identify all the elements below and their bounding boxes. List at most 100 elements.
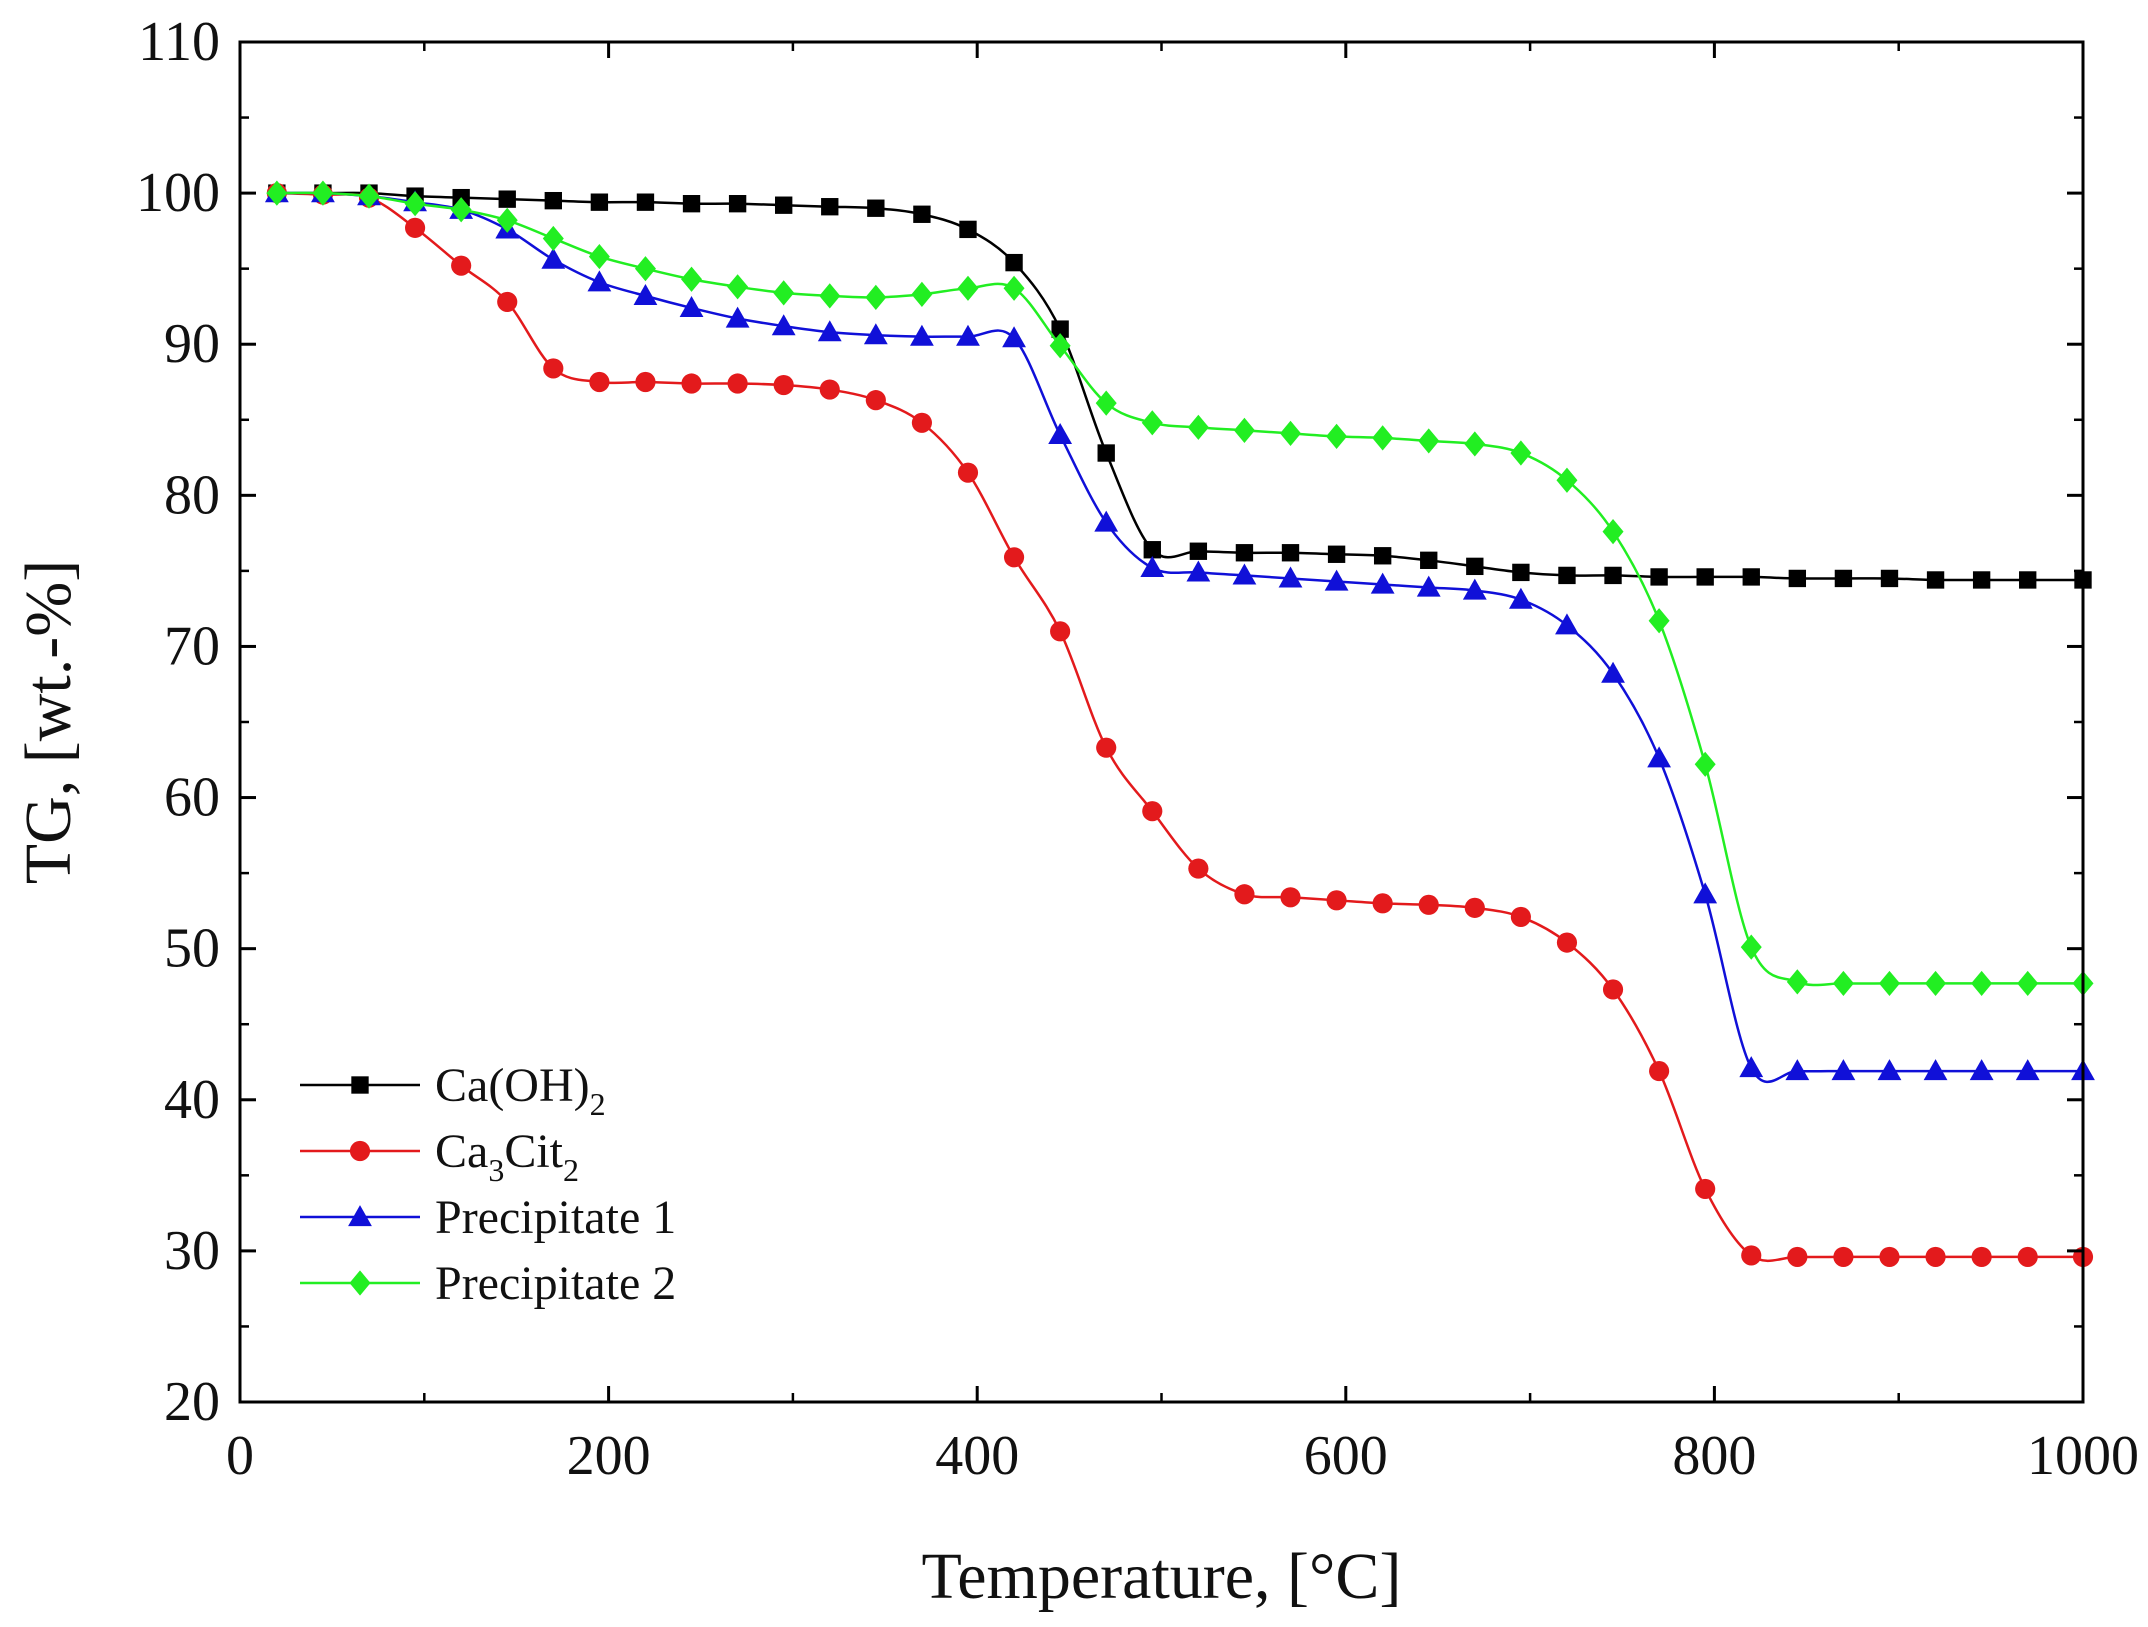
x-tick-label: 800 (1672, 1425, 1756, 1487)
data-point-precipitate-2 (1740, 934, 1762, 960)
data-point-precipitate-2 (819, 283, 841, 309)
data-point-precipitate-1 (1877, 1059, 1902, 1081)
data-point-ca-oh-2 (1788, 569, 1807, 588)
series-line-precipitate-1 (276, 191, 2083, 1084)
data-point-ca-oh-2 (821, 198, 839, 216)
data-point-precipitate-1 (633, 283, 658, 305)
data-point-ca3cit2 (1602, 979, 1624, 1000)
data-point-precipitate-2 (1280, 420, 1302, 446)
data-point-precipitate-2 (542, 225, 564, 252)
data-point-precipitate-2 (1049, 333, 1071, 359)
x-axis-title: Temperature, [°C] (922, 1540, 1402, 1613)
data-point-ca-oh-2 (728, 195, 747, 213)
data-point-ca3cit2 (727, 373, 748, 394)
data-point-precipitate-1 (771, 314, 796, 336)
data-point-precipitate-2 (2017, 970, 2039, 997)
data-point-precipitate-1 (1140, 555, 1165, 577)
data-point-precipitate-1 (1785, 1059, 1810, 1081)
data-point-ca-oh-2 (1420, 551, 1438, 569)
data-point-precipitate-2 (1141, 410, 1163, 436)
data-point-precipitate-1 (1462, 578, 1487, 600)
series-ca-oh-2 (268, 184, 2092, 589)
data-point-ca3cit2 (1050, 621, 1071, 642)
data-point-ca3cit2 (1188, 858, 1209, 879)
legend-marker (349, 1140, 371, 1162)
data-point-precipitate-2 (266, 180, 288, 206)
x-tick-label: 0 (226, 1425, 254, 1487)
data-point-precipitate-1 (1831, 1059, 1856, 1081)
data-point-ca3cit2 (1510, 906, 1531, 928)
legend-item-precipitate-2: Precipitate 2 (300, 1257, 676, 1310)
data-point-precipitate-1 (1739, 1056, 1764, 1078)
data-point-ca3cit2 (681, 373, 702, 394)
data-point-ca3cit2 (1879, 1246, 1900, 1268)
data-point-ca-oh-2 (682, 195, 701, 213)
data-point-precipitate-2 (681, 266, 703, 292)
data-point-precipitate-1 (956, 324, 980, 346)
data-point-precipitate-2 (496, 207, 518, 233)
y-axis-title: TG, [wt.-%] (12, 560, 85, 884)
data-point-precipitate-1 (1647, 746, 1672, 768)
data-point-ca-oh-2 (1051, 320, 1069, 338)
data-point-precipitate-2 (1694, 751, 1716, 777)
data-point-ca-oh-2 (867, 199, 885, 217)
data-point-precipitate-2 (358, 183, 380, 209)
data-point-precipitate-1 (541, 247, 566, 269)
data-point-ca-oh-2 (544, 191, 562, 210)
data-point-precipitate-1 (2015, 1059, 2040, 1081)
x-tick-label: 400 (935, 1425, 1019, 1487)
data-point-precipitate-1 (1186, 560, 1211, 582)
data-point-ca3cit2 (1142, 801, 1163, 822)
data-point-precipitate-2 (1326, 423, 1348, 449)
data-point-precipitate-1 (1693, 882, 1718, 904)
data-point-precipitate-1 (817, 320, 842, 342)
data-point-precipitate-1 (1969, 1059, 1994, 1081)
data-point-ca3cit2 (405, 217, 426, 238)
y-tick-label: 110 (138, 11, 220, 73)
data-point-precipitate-1 (1324, 569, 1349, 591)
data-point-ca3cit2 (865, 390, 886, 411)
y-tick-label: 20 (164, 1371, 220, 1433)
data-point-precipitate-1 (725, 306, 750, 328)
data-point-precipitate-2 (1878, 970, 1900, 997)
y-tick-label: 30 (164, 1220, 220, 1282)
legend-label: Ca3Cit2 (435, 1125, 579, 1188)
data-point-ca-oh-2 (1926, 571, 1945, 589)
data-point-ca3cit2 (2017, 1246, 2038, 1268)
series-precipitate-2 (266, 180, 2094, 997)
data-point-precipitate-2 (911, 281, 933, 307)
data-point-precipitate-1 (587, 270, 612, 292)
data-point-ca3cit2 (1464, 897, 1485, 918)
x-tick-label: 1000 (2027, 1425, 2139, 1487)
data-point-ca3cit2 (1372, 893, 1393, 914)
data-point-ca-oh-2 (590, 193, 609, 211)
data-point-ca3cit2 (1326, 890, 1347, 911)
data-point-ca3cit2 (1695, 1178, 1716, 1200)
data-point-ca-oh-2 (1558, 566, 1576, 585)
data-point-ca3cit2 (1418, 894, 1439, 915)
y-tick-label: 60 (164, 767, 220, 829)
data-point-ca3cit2 (1556, 932, 1578, 953)
legend-marker (351, 1076, 369, 1094)
data-point-precipitate-2 (957, 275, 979, 301)
legend-item-ca3cit2: Ca3Cit2 (300, 1125, 579, 1188)
legend-item-precipitate-1: Precipitate 1 (300, 1191, 676, 1244)
data-point-ca3cit2 (589, 371, 610, 393)
data-point-precipitate-2 (450, 197, 472, 223)
data-point-precipitate-2 (312, 180, 334, 206)
data-point-ca3cit2 (819, 379, 840, 400)
data-point-precipitate-2 (1372, 425, 1394, 451)
data-point-precipitate-2 (865, 284, 887, 310)
data-point-ca3cit2 (1787, 1246, 1808, 1268)
data-point-ca3cit2 (1280, 887, 1301, 908)
data-point-precipitate-1 (1370, 572, 1395, 594)
data-point-ca-oh-2 (1696, 568, 1714, 586)
data-point-precipitate-1 (1508, 587, 1533, 609)
data-point-precipitate-2 (1095, 390, 1117, 416)
data-point-ca-oh-2 (498, 190, 516, 208)
data-point-precipitate-2 (1832, 970, 1854, 997)
data-point-precipitate-1 (1923, 1059, 1948, 1081)
data-point-precipitate-2 (1003, 275, 1025, 301)
data-point-ca3cit2 (1234, 884, 1255, 905)
